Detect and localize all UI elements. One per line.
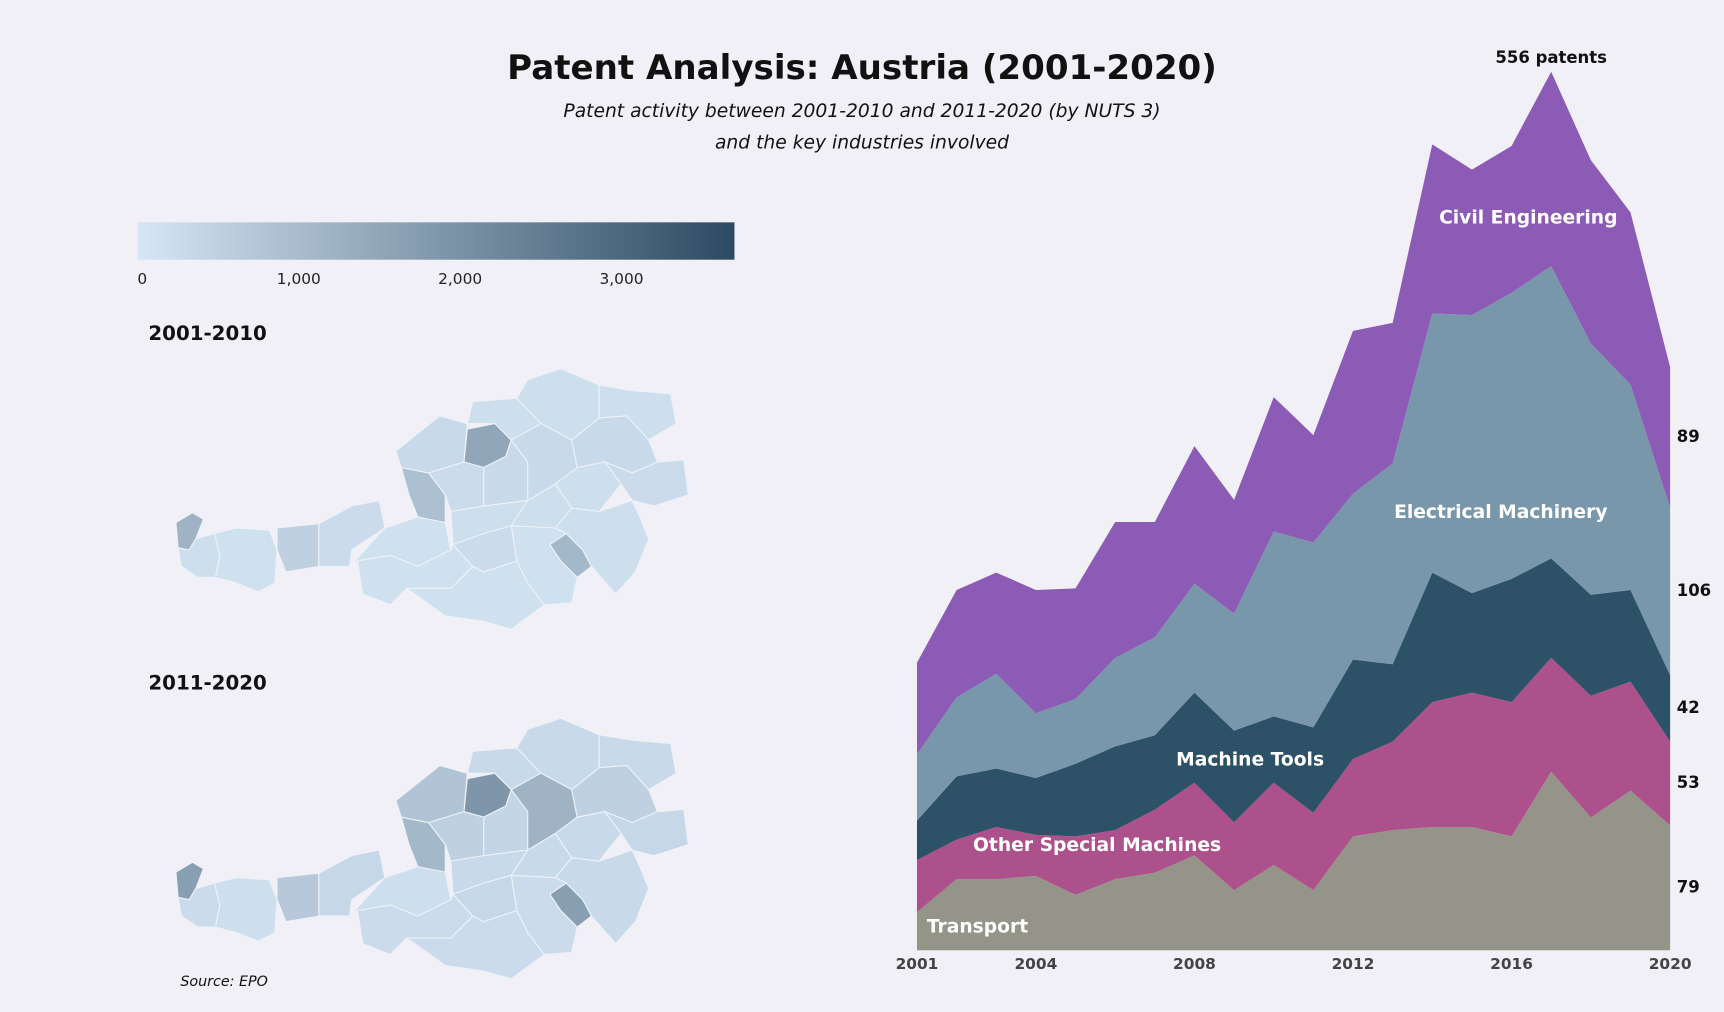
end-label: 89 (1677, 427, 1700, 446)
map-region (603, 808, 689, 857)
map-region (213, 527, 278, 593)
layer-label: Machine Tools (1176, 749, 1324, 770)
end-label: 79 (1677, 877, 1700, 896)
subtitle: Patent activity between 2001-2010 and 20… (563, 101, 1160, 122)
map-region (213, 877, 278, 943)
colorbar (137, 222, 735, 260)
map-region (276, 522, 320, 573)
map-region (405, 560, 546, 630)
layer-label: Electrical Machinery (1394, 502, 1607, 523)
subtitle: and the key industries involved (715, 133, 1009, 154)
end-label: 42 (1677, 698, 1700, 717)
map-title: 2001-2010 (148, 322, 266, 345)
map-region (318, 499, 386, 568)
map-title: 2011-2020 (148, 672, 266, 695)
x-tick-label: 2001 (896, 955, 939, 973)
map-region (603, 459, 689, 507)
area-layer (916, 266, 1671, 821)
map-region (276, 872, 320, 923)
area-layer (916, 657, 1671, 913)
area-layer (916, 558, 1671, 861)
map-region (405, 909, 546, 980)
colorbar-tick-label: 3,000 (600, 270, 644, 288)
area-layer (916, 71, 1671, 755)
x-tick-label: 2012 (1332, 955, 1375, 973)
layer-label: Transport (927, 917, 1028, 938)
colorbar-tick-label: 2,000 (438, 270, 482, 288)
title: Patent Analysis: Austria (2001-2020) (507, 48, 1217, 88)
x-tick-label: 2020 (1649, 955, 1692, 973)
end-label: 106 (1677, 581, 1711, 600)
x-tick-label: 2008 (1173, 955, 1216, 973)
area-layer (916, 771, 1671, 951)
colorbar-tick-label: 0 (137, 270, 147, 288)
colorbar-tick-label: 1,000 (277, 270, 321, 288)
layer-label: Civil Engineering (1439, 207, 1617, 228)
layer-label: Other Special Machines (973, 835, 1221, 856)
source: Source: EPO (180, 974, 268, 990)
end-label: 53 (1677, 773, 1700, 792)
map-region (318, 849, 386, 917)
x-tick-label: 2016 (1490, 955, 1533, 973)
x-tick-label: 2004 (1014, 955, 1057, 973)
annotation: 556 patents (1495, 48, 1607, 67)
